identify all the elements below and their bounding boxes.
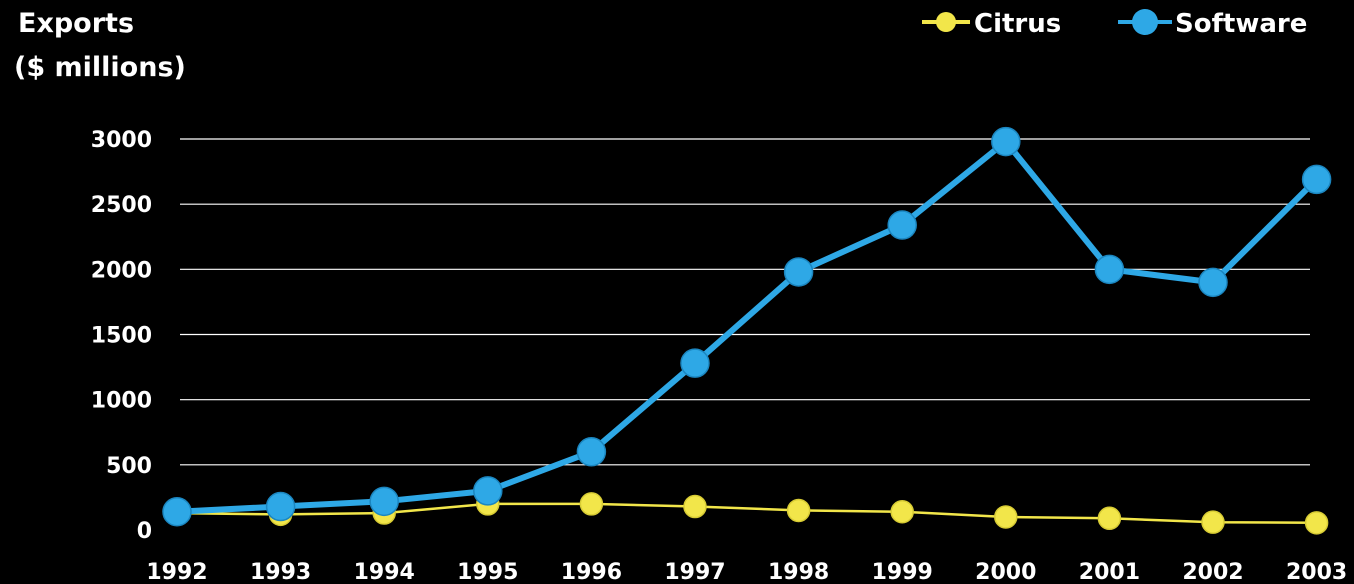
- x-tick-label-2000: 2000: [975, 560, 1036, 584]
- y-tick-label-0: 0: [137, 519, 152, 544]
- x-tick-label-1997: 1997: [664, 560, 725, 584]
- data-point-citrus-1996: [580, 493, 602, 515]
- data-point-software-1997: [681, 349, 709, 377]
- data-point-software-1995: [474, 477, 502, 505]
- y-tick-label-1500: 1500: [91, 324, 152, 349]
- x-tick-label-1998: 1998: [768, 560, 829, 584]
- data-point-software-1992: [163, 498, 191, 526]
- y-tick-label-3000: 3000: [91, 128, 152, 153]
- data-point-software-1993: [267, 493, 295, 521]
- x-tick-label-1993: 1993: [250, 560, 311, 584]
- data-point-software-2001: [1095, 255, 1123, 283]
- y-axis-title-line-2: ($ millions): [14, 52, 186, 83]
- data-point-software-2000: [992, 128, 1020, 156]
- data-point-software-2003: [1303, 165, 1331, 193]
- data-point-software-1998: [785, 258, 813, 286]
- legend-label-citrus: Citrus: [974, 9, 1061, 39]
- data-point-citrus-1998: [788, 499, 810, 521]
- legend-marker-software: [1132, 9, 1158, 35]
- x-tick-label-1994: 1994: [354, 560, 415, 584]
- x-tick-label-1995: 1995: [457, 560, 518, 584]
- legend-item-software: Software: [1118, 9, 1307, 39]
- y-tick-label-2500: 2500: [91, 193, 152, 218]
- x-tick-label-1992: 1992: [146, 560, 207, 584]
- data-point-software-1996: [577, 438, 605, 466]
- x-tick-label-1999: 1999: [872, 560, 933, 584]
- data-point-software-2002: [1199, 268, 1227, 296]
- y-tick-label-2000: 2000: [91, 258, 152, 283]
- legend-marker-citrus: [936, 12, 956, 32]
- data-point-citrus-2000: [995, 506, 1017, 528]
- y-axis-title-line-1: Exports: [18, 8, 134, 39]
- data-point-citrus-1999: [891, 501, 913, 523]
- x-tick-label-1996: 1996: [561, 560, 622, 584]
- data-point-citrus-2001: [1098, 507, 1120, 529]
- x-tick-label-2001: 2001: [1079, 560, 1140, 584]
- data-point-software-1994: [370, 487, 398, 515]
- y-tick-label-1000: 1000: [91, 389, 152, 414]
- data-point-citrus-1997: [684, 496, 706, 518]
- legend-label-software: Software: [1175, 9, 1307, 39]
- x-tick-label-2003: 2003: [1286, 560, 1347, 584]
- y-tick-label-500: 500: [106, 454, 152, 479]
- data-point-citrus-2002: [1202, 511, 1224, 533]
- x-tick-label-2002: 2002: [1182, 560, 1243, 584]
- data-point-citrus-2003: [1306, 512, 1328, 534]
- data-point-software-1999: [888, 211, 916, 239]
